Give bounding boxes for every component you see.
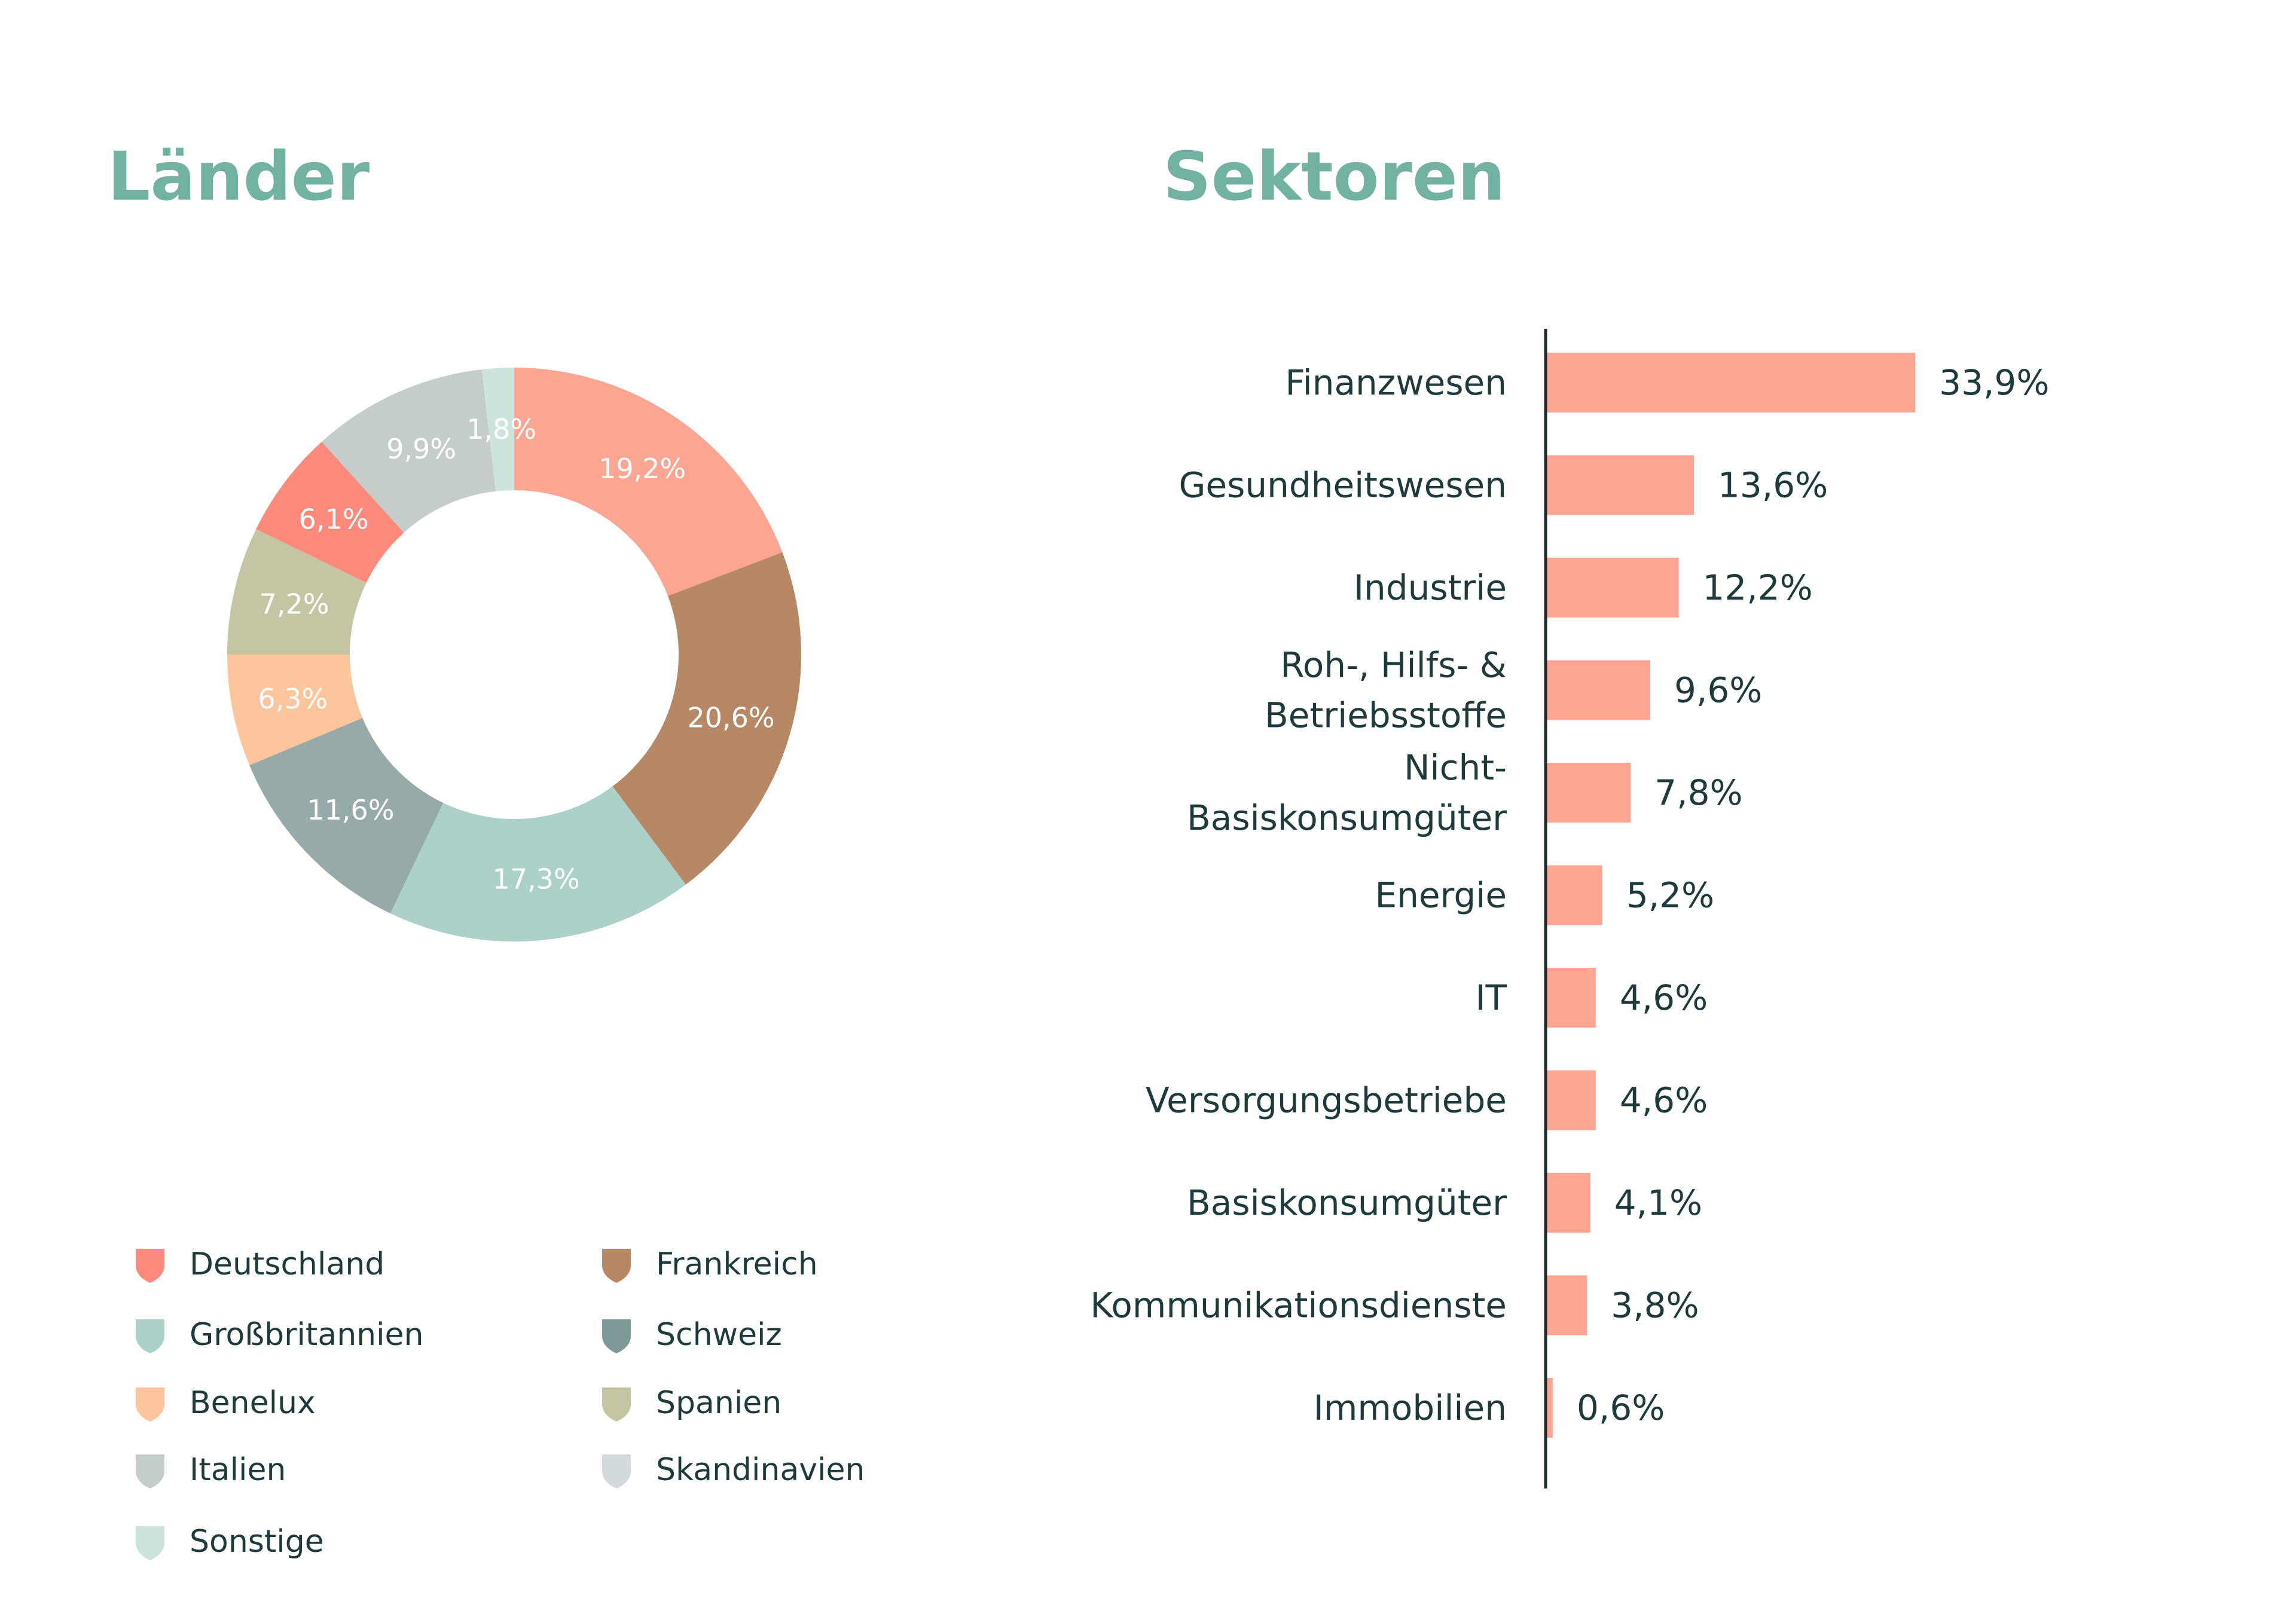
bar-value-label: 9,6%: [1674, 670, 1762, 711]
bar-value-label: 13,6%: [1718, 465, 1828, 506]
legend-item: Großbritannien: [135, 1311, 424, 1359]
donut-slice-6: [256, 441, 404, 583]
shield-icon: [136, 1387, 164, 1422]
legend-label: Großbritannien: [190, 1317, 424, 1353]
legend-item: Frankreich: [601, 1240, 818, 1288]
category-label: IT: [1475, 977, 1507, 1018]
sektoren-title: Sektoren: [1163, 138, 1506, 216]
category-label: Versorgungsbetriebe: [1146, 1080, 1507, 1121]
category-label: Gesundheitswesen: [1179, 465, 1507, 506]
laender-title: Länder: [108, 138, 370, 216]
bar-value-label: 4,1%: [1614, 1182, 1702, 1223]
donut-value-label: 1,8%: [466, 413, 536, 445]
donut-slice-7: [322, 369, 496, 533]
donut-value-label: 11,6%: [307, 794, 394, 826]
bar-value-label: 3,8%: [1611, 1285, 1699, 1326]
category-label: Immobilien: [1314, 1387, 1507, 1428]
legend-label: Skandinavien: [656, 1452, 865, 1488]
shield-icon: [136, 1526, 164, 1560]
laender-donut-chart: 19,2% 20,6% 17,3% 11,6% 6,3% 7,2% 6,1% 9,9% 1,8%: [227, 368, 801, 942]
category-label: Energie: [1375, 875, 1507, 916]
donut-slice-0: [514, 368, 783, 596]
donut-value-label: 6,3%: [258, 683, 328, 715]
category-label: Roh-, Hilfs- &: [1280, 645, 1507, 686]
bar-1: [1546, 455, 1694, 515]
legend-label: Italien: [190, 1452, 286, 1488]
bar-6: [1546, 968, 1596, 1028]
bar-value-label: 33,9%: [1939, 362, 2049, 403]
bar-7: [1546, 1070, 1596, 1130]
legend-label: Frankreich: [656, 1246, 818, 1282]
bar-value-label: 4,6%: [1620, 1080, 1708, 1121]
legend-item: Italien: [135, 1446, 286, 1494]
legend-item: Sonstige: [135, 1518, 324, 1566]
bar-value-label: 4,6%: [1620, 977, 1708, 1018]
donut-value-label: 17,3%: [493, 863, 580, 895]
legend-item: Skandinavien: [601, 1446, 865, 1494]
bar-value-label: 5,2%: [1626, 875, 1714, 916]
legend-item: Deutschland: [135, 1240, 384, 1288]
bar-0: [1546, 353, 1916, 412]
legend-label: Deutschland: [190, 1246, 385, 1282]
donut-slice-5: [227, 529, 367, 655]
bar-10: [1546, 1378, 1553, 1438]
donut-value-label: 6,1%: [299, 503, 369, 535]
legend-item: Spanien: [601, 1379, 781, 1427]
bar-5: [1546, 865, 1602, 925]
shield-icon: [136, 1454, 164, 1488]
donut-value-label: 20,6%: [687, 701, 774, 733]
donut-value-label: 7,2%: [259, 588, 329, 620]
bar-value-label: 0,6%: [1577, 1387, 1665, 1428]
category-label: Basiskonsumgüter: [1187, 797, 1507, 838]
shield-icon: [136, 1319, 164, 1353]
category-label: Kommunikationsdienste: [1090, 1285, 1507, 1326]
bar-4: [1546, 763, 1631, 823]
bar-3: [1546, 660, 1651, 720]
legend-label: Sonstige: [190, 1524, 324, 1560]
bar-value-label: 12,2%: [1702, 567, 1812, 608]
category-label: Nicht-: [1404, 747, 1507, 788]
bar-2: [1546, 558, 1679, 618]
bar-8: [1546, 1173, 1590, 1233]
category-label: Finanzwesen: [1285, 362, 1507, 403]
donut-slice-1: [612, 552, 801, 885]
legend-label: Spanien: [656, 1385, 782, 1421]
shield-icon: [602, 1319, 631, 1353]
category-label: Basiskonsumgüter: [1187, 1182, 1507, 1223]
donut-value-label: 19,2%: [599, 453, 686, 485]
shield-icon: [136, 1249, 164, 1283]
donut-slice-3: [249, 718, 444, 914]
category-label: Industrie: [1354, 567, 1507, 608]
category-label: Betriebsstoffe: [1265, 695, 1507, 736]
legend-item: Benelux: [135, 1379, 316, 1427]
shield-icon: [602, 1249, 631, 1283]
donut-slice-4: [227, 655, 363, 766]
legend-item: Schweiz: [601, 1311, 782, 1359]
bar-9: [1546, 1275, 1587, 1335]
bar-value-label: 7,8%: [1654, 772, 1742, 813]
donut-slice-2: [390, 786, 686, 942]
donut-slice-8: [481, 368, 514, 491]
legend-label: Schweiz: [656, 1317, 782, 1353]
shield-icon: [602, 1454, 631, 1488]
legend-label: Benelux: [190, 1385, 316, 1421]
donut-value-label: 9,9%: [386, 433, 456, 465]
shield-icon: [602, 1387, 631, 1422]
sektoren-bar-chart: 33,9% Finanzwesen 13,6% Gesundheitswesen 12,…: [1090, 329, 2049, 1488]
